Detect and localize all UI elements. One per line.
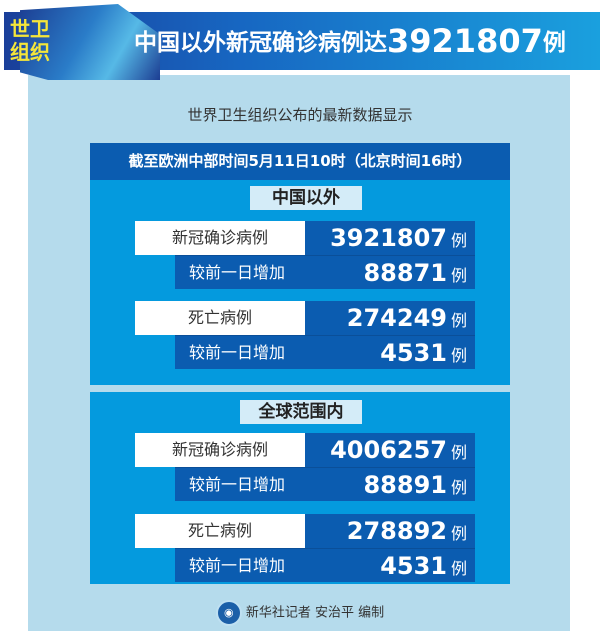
increase-row: 较前一日增加 88871 例 (175, 255, 475, 289)
badge-line1: 世卫 (10, 17, 50, 41)
title-text: 中国以外新冠确诊病例达 (134, 30, 387, 56)
section-label: 全球范围内 (240, 400, 362, 424)
row-value: 274249 例 (305, 301, 475, 335)
who-badge: 世卫 组织 (6, 18, 54, 64)
row-label: 死亡病例 (135, 514, 305, 548)
title-number: 3921807 (387, 22, 543, 60)
row-label: 死亡病例 (135, 301, 305, 335)
badge-line2: 组织 (10, 40, 50, 64)
row-label: 新冠确诊病例 (135, 433, 305, 467)
row-value: 278892 例 (305, 514, 475, 548)
footer: ◉ 新华社记者 安治平 编制 (0, 600, 600, 626)
row-value: 4006257 例 (305, 433, 475, 467)
increase-row: 较前一日增加 4531 例 (175, 335, 475, 369)
row-value: 3921807 例 (305, 221, 475, 255)
increase-row: 较前一日增加 4531 例 (175, 548, 475, 582)
increase-row: 较前一日增加 88891 例 (175, 467, 475, 501)
subtitle: 世界卫生组织公布的最新数据显示 (187, 106, 413, 124)
row-label: 新冠确诊病例 (135, 221, 305, 255)
footer-credit: 新华社记者 安治平 编制 (245, 605, 385, 621)
xinhua-logo-icon: ◉ (215, 600, 242, 626)
section-label: 中国以外 (250, 186, 362, 210)
page-title: 中国以外新冠确诊病例达3921807例 (134, 22, 566, 60)
date-bar: 截至欧洲中部时间5月11日10时（北京时间16时） (90, 143, 510, 180)
title-unit: 例 (542, 30, 566, 56)
